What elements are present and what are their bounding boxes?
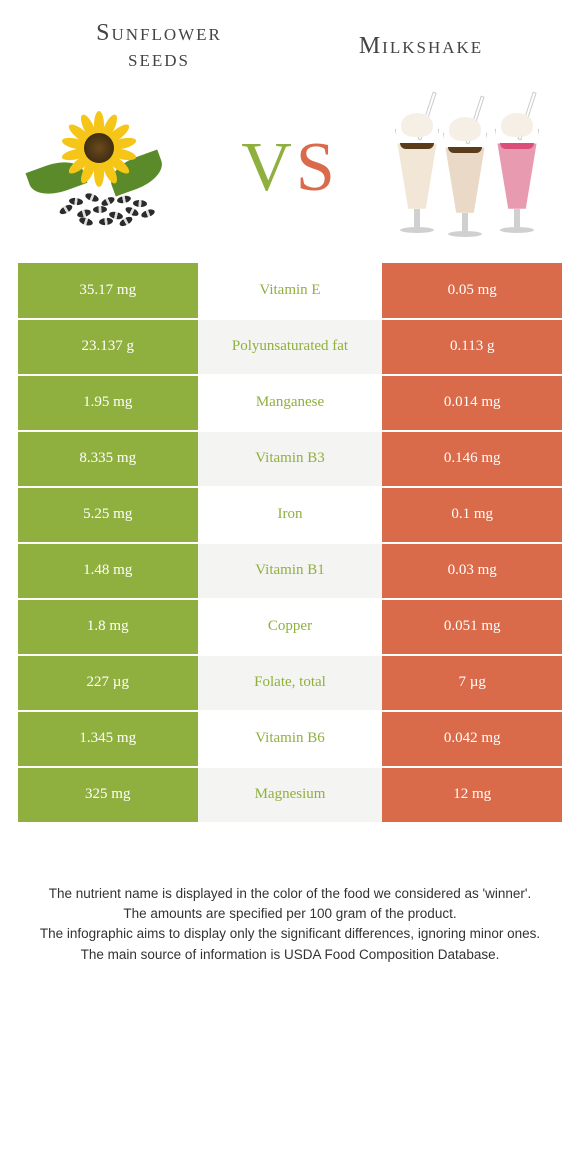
- table-row: 1.345 mgVitamin B60.042 mg: [18, 711, 562, 767]
- nutrient-name: Iron: [198, 487, 383, 543]
- vs-s: S: [296, 129, 339, 206]
- right-value: 0.03 mg: [382, 543, 562, 599]
- header: Sunflower seeds Milkshake: [18, 20, 562, 83]
- left-value: 8.335 mg: [18, 431, 198, 487]
- nutrient-name: Polyunsaturated fat: [198, 319, 383, 375]
- nutrient-name: Magnesium: [198, 767, 383, 823]
- footer-notes: The nutrient name is displayed in the co…: [18, 884, 562, 965]
- vs-label: VS: [241, 128, 339, 208]
- left-value: 325 mg: [18, 767, 198, 823]
- right-value: 0.146 mg: [382, 431, 562, 487]
- nutrient-name: Vitamin B3: [198, 431, 383, 487]
- table-row: 325 mgMagnesium12 mg: [18, 767, 562, 823]
- table-row: 227 µgFolate, total7 µg: [18, 655, 562, 711]
- sunflower-icon: [34, 108, 184, 228]
- nutrition-table: 35.17 mgVitamin E0.05 mg23.137 gPolyunsa…: [18, 263, 562, 824]
- left-value: 1.345 mg: [18, 711, 198, 767]
- right-value: 0.113 g: [382, 319, 562, 375]
- table-row: 8.335 mgVitamin B30.146 mg: [18, 431, 562, 487]
- right-value: 0.051 mg: [382, 599, 562, 655]
- left-value: 35.17 mg: [18, 263, 198, 319]
- left-food-image: [24, 93, 194, 243]
- left-value: 1.8 mg: [18, 599, 198, 655]
- images-row: VS: [18, 93, 562, 243]
- footer-line-2: The amounts are specified per 100 gram o…: [28, 904, 552, 924]
- left-food-title: Sunflower seeds: [28, 20, 290, 73]
- nutrient-name: Vitamin E: [198, 263, 383, 319]
- vs-v: V: [241, 129, 296, 206]
- left-value: 23.137 g: [18, 319, 198, 375]
- right-value: 0.014 mg: [382, 375, 562, 431]
- footer-line-3: The infographic aims to display only the…: [28, 924, 552, 944]
- left-value: 1.95 mg: [18, 375, 198, 431]
- table-row: 35.17 mgVitamin E0.05 mg: [18, 263, 562, 319]
- right-value: 0.042 mg: [382, 711, 562, 767]
- right-food-title: Milkshake: [290, 33, 552, 60]
- table-row: 1.95 mgManganese0.014 mg: [18, 375, 562, 431]
- footer-line-1: The nutrient name is displayed in the co…: [28, 884, 552, 904]
- milkshakes-icon: [391, 93, 551, 243]
- right-value: 0.05 mg: [382, 263, 562, 319]
- table-row: 1.48 mgVitamin B10.03 mg: [18, 543, 562, 599]
- right-value: 0.1 mg: [382, 487, 562, 543]
- right-food-image: [386, 93, 556, 243]
- right-value: 12 mg: [382, 767, 562, 823]
- table-row: 5.25 mgIron0.1 mg: [18, 487, 562, 543]
- table-row: 23.137 gPolyunsaturated fat0.113 g: [18, 319, 562, 375]
- footer-line-4: The main source of information is USDA F…: [28, 945, 552, 965]
- left-value: 227 µg: [18, 655, 198, 711]
- left-value: 5.25 mg: [18, 487, 198, 543]
- table-row: 1.8 mgCopper0.051 mg: [18, 599, 562, 655]
- left-title-line1: Sunflower: [96, 20, 222, 46]
- left-title-line2: seeds: [128, 46, 190, 72]
- nutrient-name: Vitamin B1: [198, 543, 383, 599]
- left-value: 1.48 mg: [18, 543, 198, 599]
- nutrient-name: Copper: [198, 599, 383, 655]
- nutrient-name: Folate, total: [198, 655, 383, 711]
- nutrient-name: Vitamin B6: [198, 711, 383, 767]
- right-value: 7 µg: [382, 655, 562, 711]
- nutrient-name: Manganese: [198, 375, 383, 431]
